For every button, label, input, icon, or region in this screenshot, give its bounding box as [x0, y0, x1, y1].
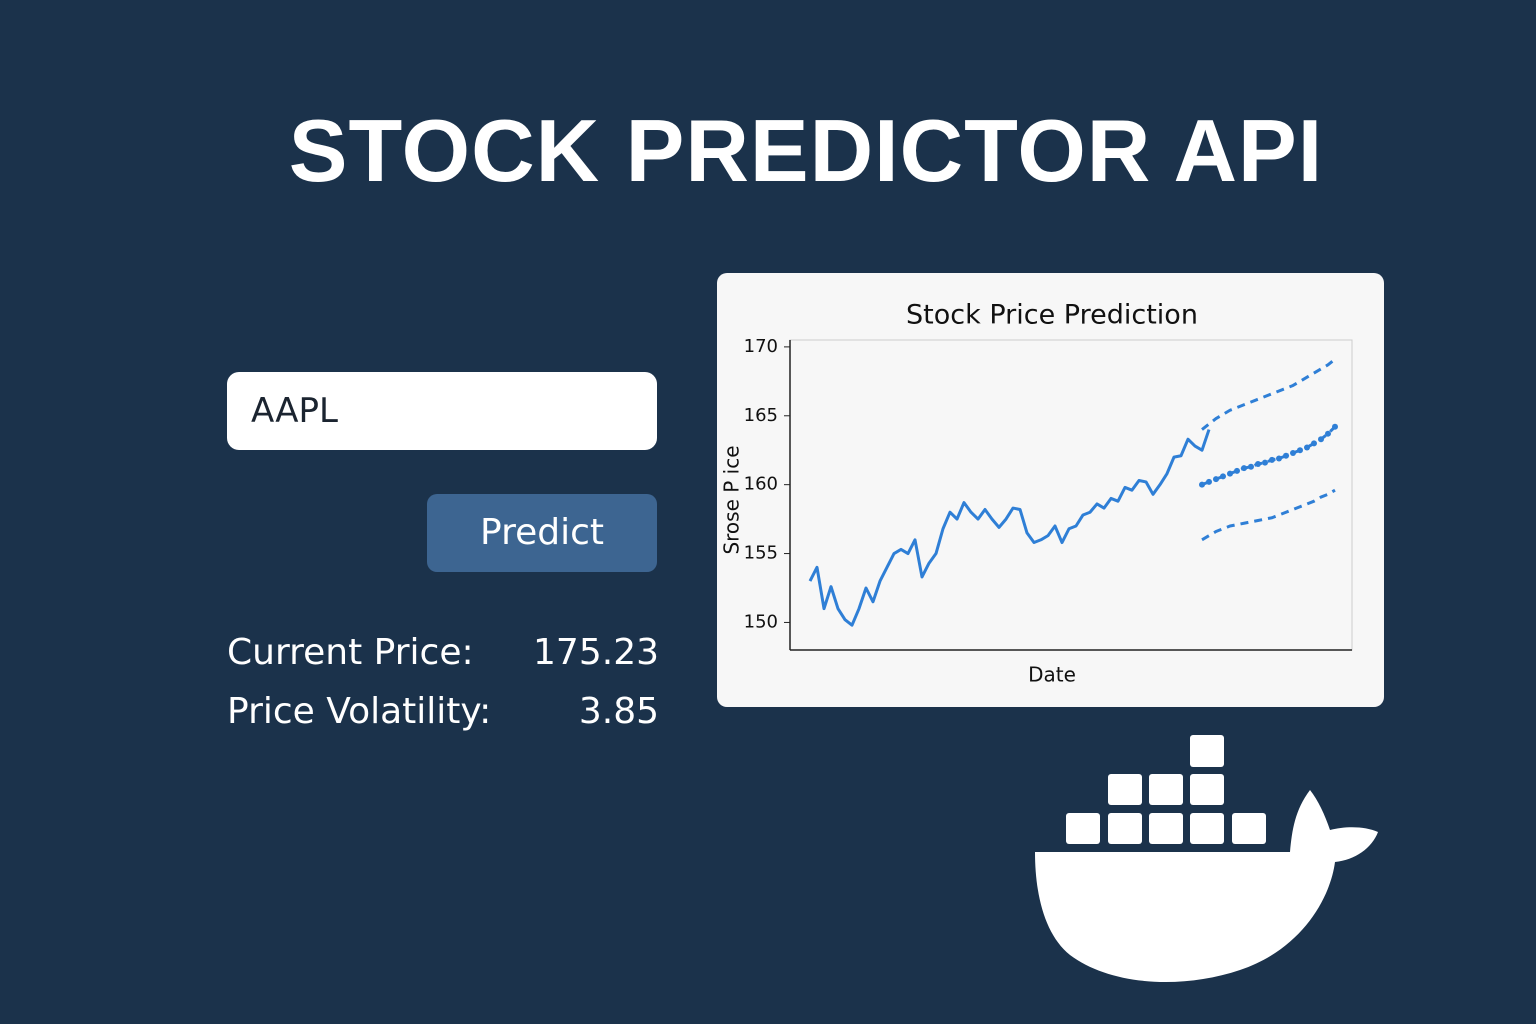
- series-marker: [1311, 440, 1317, 447]
- x-axis-label: Date: [1028, 663, 1076, 687]
- series-marker: [1248, 463, 1254, 470]
- series-marker: [1325, 430, 1331, 437]
- series-marker: [1213, 476, 1219, 483]
- series-marker: [1234, 467, 1240, 474]
- stat-value: 175.23: [533, 632, 659, 673]
- stat-row: Current Price: 175.23: [227, 632, 659, 673]
- stat-label: Price Volatility:: [227, 691, 492, 732]
- series-marker: [1206, 478, 1212, 485]
- series-marker: [1255, 461, 1261, 467]
- series-line: [1201, 358, 1336, 431]
- series-marker: [1283, 452, 1289, 459]
- y-tick-label: 165: [744, 405, 778, 426]
- series-marker: [1269, 456, 1275, 463]
- series-marker: [1241, 465, 1247, 472]
- series-marker: [1318, 436, 1324, 443]
- series-marker: [1227, 470, 1233, 477]
- y-tick-label: 150: [744, 611, 778, 632]
- y-tick-label: 155: [744, 543, 778, 564]
- stat-value: 3.85: [578, 691, 659, 732]
- series-marker: [1276, 455, 1282, 462]
- y-tick-label: 160: [744, 474, 778, 495]
- series-marker: [1262, 459, 1268, 466]
- predict-button[interactable]: Predict: [427, 494, 657, 572]
- chart-card: [717, 273, 1384, 707]
- series-marker: [1290, 449, 1296, 456]
- y-tick-label: 170: [744, 336, 778, 357]
- stat-row: Price Volatility: 3.85: [227, 691, 659, 732]
- chart-title: Stock Price Prediction: [906, 300, 1198, 331]
- series-marker: [1199, 481, 1205, 488]
- series-marker: [1332, 423, 1338, 430]
- docker-logo: [1035, 735, 1378, 982]
- series-line: [808, 429, 1211, 627]
- page-title: STOCK PREDICTOR API: [288, 101, 1324, 200]
- series-marker: [1304, 444, 1310, 451]
- series-marker: [1297, 447, 1303, 454]
- series-marker: [1220, 473, 1226, 480]
- series-line: [1201, 488, 1336, 542]
- stat-label: Current Price:: [227, 632, 474, 673]
- plot-frame: [789, 339, 1353, 651]
- y-axis-label: Srose P ice: [720, 445, 744, 554]
- ticker-input[interactable]: AAPL: [227, 372, 657, 450]
